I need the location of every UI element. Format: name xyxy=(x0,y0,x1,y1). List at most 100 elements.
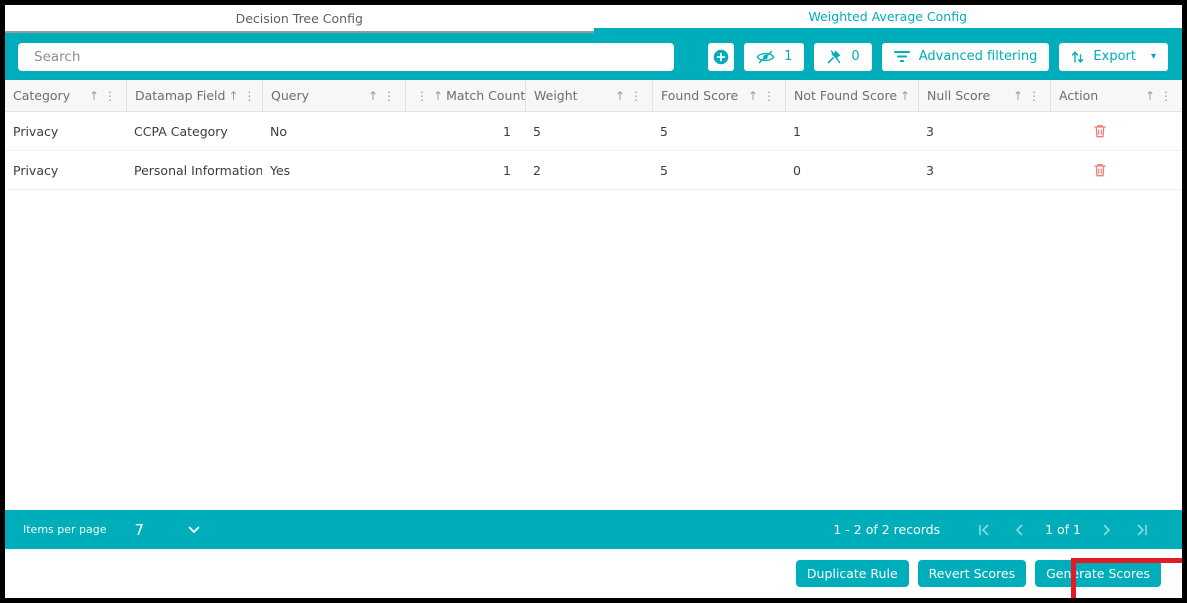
column-label: Datamap Field xyxy=(135,88,226,103)
generate-scores-button[interactable]: Generate Scores xyxy=(1035,560,1161,587)
last-page-button[interactable] xyxy=(1136,524,1148,536)
chevron-down-icon xyxy=(188,519,200,538)
advanced-filtering-label: Advanced filtering xyxy=(918,49,1038,64)
toolbar: 1 0 Advanced filtering xyxy=(5,33,1182,80)
chevron-right-icon xyxy=(1103,524,1112,539)
table-row: Privacy CCPA Category No 1 5 5 1 3 xyxy=(5,112,1182,151)
column-label: Null Score xyxy=(927,88,991,103)
pinned-columns-count: 0 xyxy=(851,49,860,64)
cell-category: Privacy xyxy=(13,123,59,139)
items-per-page-value[interactable]: 7 xyxy=(134,520,145,539)
search-input[interactable] xyxy=(18,42,675,71)
cell-not-found-score: 0 xyxy=(793,162,801,178)
cell-not-found-score: 1 xyxy=(793,123,801,139)
cell-action xyxy=(1050,151,1182,189)
delete-row-button[interactable] xyxy=(1094,163,1106,177)
cell-match-count: 1 xyxy=(503,123,511,139)
first-page-button[interactable] xyxy=(978,524,990,536)
next-page-button[interactable] xyxy=(1103,524,1112,536)
column-header-found-score[interactable]: Found Score ↑ ⋮ xyxy=(652,80,785,111)
add-rule-button[interactable] xyxy=(708,42,735,71)
column-menu-icon[interactable]: ⋮ xyxy=(104,88,116,103)
pinned-columns-button[interactable]: 0 xyxy=(814,42,872,71)
plus-circle-icon xyxy=(713,49,729,65)
column-menu-icon[interactable]: ⋮ xyxy=(915,89,918,103)
column-label: Found Score xyxy=(661,88,739,103)
pin-off-icon xyxy=(826,49,842,65)
hidden-columns-button[interactable]: 1 xyxy=(744,42,805,71)
last-page-icon xyxy=(1136,524,1148,539)
table-empty-area xyxy=(5,190,1182,510)
column-menu-icon[interactable]: ⋮ xyxy=(630,88,642,103)
sort-arrow-icon[interactable]: ↑ xyxy=(614,88,625,103)
column-header-category[interactable]: Category ↑ ⋮ xyxy=(5,80,126,111)
tab-label: Weighted Average Config xyxy=(808,9,968,24)
items-per-page-dropdown[interactable] xyxy=(188,526,200,534)
column-header-datamap-field[interactable]: Datamap Field ↑ ⋮ xyxy=(126,80,262,111)
column-menu-icon[interactable]: ⋮ xyxy=(383,88,395,103)
cell-category: Privacy xyxy=(13,162,59,178)
trash-icon xyxy=(1094,124,1106,141)
export-button[interactable]: Export ▾ xyxy=(1059,42,1168,71)
column-menu-icon[interactable]: ⋮ xyxy=(416,88,428,103)
column-label: Category xyxy=(13,88,71,103)
advanced-filtering-button[interactable]: Advanced filtering xyxy=(881,42,1050,71)
sort-arrow-icon[interactable]: ↑ xyxy=(228,88,239,103)
column-header-query[interactable]: Query ↑ ⋮ xyxy=(262,80,405,111)
caret-down-icon: ▾ xyxy=(1150,51,1156,62)
cell-match-count: 1 xyxy=(503,162,511,178)
column-header-action[interactable]: Action ↑ ⋮ xyxy=(1050,80,1182,111)
table-header: Category ↑ ⋮ Datamap Field ↑ ⋮ Query ↑ ⋮… xyxy=(5,80,1182,112)
chevron-left-icon xyxy=(1014,524,1023,539)
tab-label: Decision Tree Config xyxy=(235,10,363,26)
pagination-bar: Items per page 7 1 - 2 of 2 records xyxy=(5,510,1182,549)
cell-found-score: 5 xyxy=(660,162,668,178)
revert-scores-button[interactable]: Revert Scores xyxy=(917,560,1027,587)
sort-arrow-icon[interactable]: ↑ xyxy=(367,88,378,103)
column-label: Not Found Score xyxy=(794,88,898,103)
column-header-weight[interactable]: Weight ↑ ⋮ xyxy=(525,80,652,111)
page-indicator: 1 of 1 xyxy=(1045,522,1081,537)
tab-weighted-average-config[interactable]: Weighted Average Config xyxy=(593,5,1182,33)
cell-null-score: 3 xyxy=(926,162,934,178)
cell-null-score: 3 xyxy=(926,123,934,139)
column-label: Weight xyxy=(534,88,578,103)
sort-arrow-icon[interactable]: ↑ xyxy=(747,88,758,103)
cell-found-score: 5 xyxy=(660,123,668,139)
column-menu-icon[interactable]: ⋮ xyxy=(763,88,775,103)
sort-arrow-icon[interactable]: ↑ xyxy=(433,88,444,103)
items-per-page-label: Items per page xyxy=(23,523,107,536)
column-menu-icon[interactable]: ⋮ xyxy=(1028,88,1040,103)
action-bar: Duplicate Rule Revert Scores Generate Sc… xyxy=(5,549,1182,598)
cell-query: Yes xyxy=(270,162,291,178)
tab-bar: Decision Tree Config Weighted Average Co… xyxy=(5,5,1182,33)
table-row: Privacy Personal Information Yes 1 2 5 0… xyxy=(5,151,1182,190)
cell-datamap-field: Personal Information xyxy=(134,162,262,178)
export-arrows-icon xyxy=(1071,50,1084,64)
sort-arrow-icon[interactable]: ↑ xyxy=(900,88,911,103)
column-label: Query xyxy=(271,88,309,103)
duplicate-rule-button[interactable]: Duplicate Rule xyxy=(795,560,909,587)
cell-weight: 2 xyxy=(533,162,541,178)
filter-funnel-icon xyxy=(893,50,910,63)
column-label: Match Count xyxy=(446,88,525,103)
eye-off-icon xyxy=(756,50,775,64)
sort-arrow-icon[interactable]: ↑ xyxy=(88,88,99,103)
tab-decision-tree-config[interactable]: Decision Tree Config xyxy=(5,5,594,33)
column-label: Action xyxy=(1059,88,1099,103)
column-header-not-found-score[interactable]: Not Found Score ↑ ⋮ xyxy=(785,80,918,111)
column-header-match-count[interactable]: ⋮ ↑ Match Count xyxy=(405,80,525,111)
column-menu-icon[interactable]: ⋮ xyxy=(1160,88,1172,103)
cell-query: No xyxy=(270,123,287,139)
pagination-controls: 1 - 2 of 2 records 1 of 1 xyxy=(833,522,1160,537)
delete-row-button[interactable] xyxy=(1094,124,1106,138)
cell-action xyxy=(1050,112,1182,150)
column-menu-icon[interactable]: ⋮ xyxy=(243,88,256,103)
prev-page-button[interactable] xyxy=(1014,524,1023,536)
sort-arrow-icon[interactable]: ↑ xyxy=(1012,88,1023,103)
sort-arrow-icon[interactable]: ↑ xyxy=(1144,88,1155,103)
trash-icon xyxy=(1094,163,1106,180)
column-header-null-score[interactable]: Null Score ↑ ⋮ xyxy=(918,80,1050,111)
first-page-icon xyxy=(978,524,990,539)
